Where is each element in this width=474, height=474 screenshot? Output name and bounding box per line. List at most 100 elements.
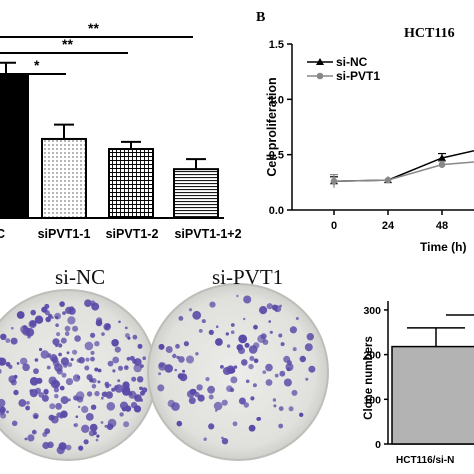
left-colony-178 [27,334,31,339]
right-colony-30 [249,356,255,361]
right-colony-106 [215,325,219,329]
right-colony-83 [221,399,228,406]
left-colony-101 [90,350,95,355]
right-colony-46 [283,378,292,387]
left-colony-210 [81,424,90,433]
chart-title: HCT116 [404,26,455,41]
left-colony-219 [59,385,65,391]
left-colony-24 [141,387,148,393]
right-colony-28 [220,365,224,369]
left-colony-123 [58,343,63,348]
series-2-point-1 [330,177,338,185]
right-colony-32 [250,396,255,401]
left-colony-47 [112,369,116,373]
left-colony-66 [105,391,114,399]
left-colony-140 [34,315,44,324]
right-colony-19 [253,324,258,330]
right-colony-10 [230,323,235,327]
left-colony-73 [61,372,67,378]
right-colony-100 [179,373,188,382]
right-colony-20 [248,363,254,370]
left-colony-41 [114,346,121,353]
left-colony-112 [142,356,146,361]
left-colony-184 [137,376,144,383]
series-line-2 [333,161,474,182]
right-colony-74 [271,304,278,311]
left-colony-136 [86,374,93,381]
right-colony-51 [241,359,248,366]
left-colony-20 [16,362,20,365]
left-colony-27 [81,405,89,413]
right-colony-76 [191,388,197,395]
left-colony-143 [11,326,14,330]
left-colony-21 [84,341,94,351]
left-colony-49 [20,357,28,365]
right-colony-47 [176,420,183,427]
left-colony-174 [29,389,38,398]
right-colony-120 [215,409,218,412]
left-colony-92 [60,337,67,344]
left-colony-218 [8,375,17,384]
left-colony-153 [48,414,55,421]
y-axis-label: Clone numbers [363,336,375,420]
left-colony-183 [78,356,85,364]
left-colony-25 [72,349,78,355]
left-colony-205 [95,438,99,442]
right-colony-17 [278,423,284,429]
left-colony-3 [39,347,43,352]
left-colony-138 [44,428,51,435]
left-colony-209 [30,309,36,316]
left-colony-179 [49,403,56,410]
legend-marker-1 [316,58,324,65]
left-colony-163 [67,398,71,402]
right-colony-33 [174,368,177,372]
left-colony-169 [72,325,79,332]
left-colony-182 [78,445,84,451]
left-colony-223 [85,357,90,362]
bar-3 [108,148,154,219]
right-colony-49 [172,353,177,359]
left-colony-76 [48,376,57,385]
left-colony-120 [64,331,70,337]
left-colony-32 [75,415,79,419]
right-colony-6 [182,369,186,373]
left-colony-90 [18,399,27,407]
right-colony-111 [278,333,283,338]
right-colony-59 [221,436,224,440]
left-colony-122 [60,410,68,418]
right-colony-105 [260,333,267,340]
left-colony-83 [65,444,72,451]
left-colony-156 [5,361,11,367]
left-colony-181 [43,389,49,395]
x-tick-label-1: 0 [331,220,337,232]
photo-label-si-pvt1: si-PVT1 [212,265,283,289]
left-colony-197 [85,413,94,421]
left-colony-38 [90,332,96,338]
photo-label-si-nc: si-NC [55,265,105,289]
category-label-2: siPVT1-1 [38,227,91,241]
left-colony-93 [6,410,9,414]
left-colony-5 [119,412,124,417]
bar-1 [391,345,474,445]
right-colony-50 [183,341,189,347]
left-colony-208 [40,350,49,359]
left-colony-86 [13,389,19,396]
right-colony-92 [205,377,210,382]
left-colony-130 [73,423,79,428]
left-colony-203 [54,363,63,372]
left-colony-142 [65,378,74,386]
right-colony-89 [289,326,297,334]
left-colony-115 [28,320,37,329]
colony-photo-si-nc [0,289,157,461]
category-label-3: siPVT1-2 [106,227,159,241]
right-colony-36 [288,406,294,412]
right-colony-110 [236,344,244,351]
left-colony-187 [90,404,97,410]
left-colony-198 [121,407,127,412]
left-colony-13 [58,352,62,357]
left-colony-114 [114,384,124,393]
right-colony-38 [195,352,199,356]
right-colony-57 [248,424,256,432]
right-colony-43 [208,394,214,400]
left-colony-188 [132,334,138,340]
